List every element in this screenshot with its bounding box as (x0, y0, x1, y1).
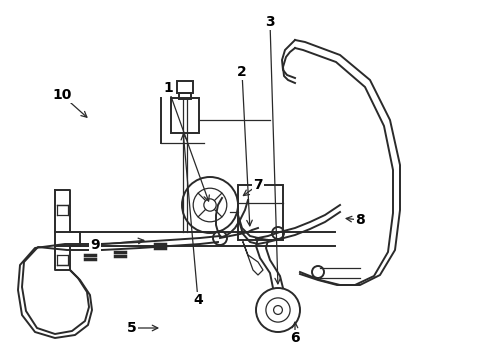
Text: 4: 4 (193, 293, 203, 307)
Text: 7: 7 (253, 178, 263, 192)
Text: 5: 5 (127, 321, 137, 335)
Bar (238, 185, 283, 240)
Text: 2: 2 (237, 65, 247, 79)
Text: 9: 9 (90, 238, 100, 252)
Text: 6: 6 (290, 331, 300, 345)
Bar (179, 93, 191, 99)
Text: 8: 8 (355, 213, 365, 227)
Text: 1: 1 (163, 81, 173, 95)
Text: 10: 10 (52, 88, 72, 102)
Text: 3: 3 (265, 15, 275, 29)
Bar (171, 98, 199, 133)
Bar (177, 81, 193, 93)
